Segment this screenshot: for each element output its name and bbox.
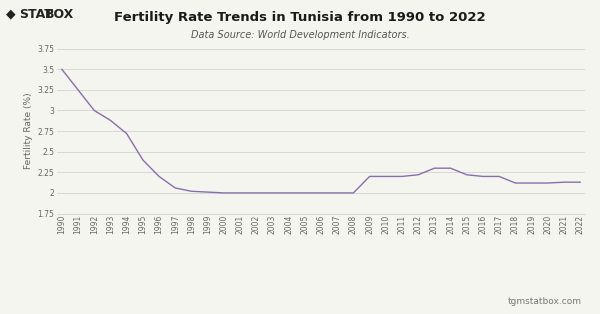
- Text: BOX: BOX: [44, 8, 74, 21]
- Text: tgmstatbox.com: tgmstatbox.com: [508, 297, 582, 306]
- Text: Fertility Rate Trends in Tunisia from 1990 to 2022: Fertility Rate Trends in Tunisia from 19…: [114, 11, 486, 24]
- Text: ◆: ◆: [6, 8, 16, 21]
- Y-axis label: Fertility Rate (%): Fertility Rate (%): [24, 93, 33, 170]
- Text: Data Source: World Development Indicators.: Data Source: World Development Indicator…: [191, 30, 409, 40]
- Legend: Tunisia: Tunisia: [289, 311, 353, 314]
- Text: STAT: STAT: [19, 8, 53, 21]
